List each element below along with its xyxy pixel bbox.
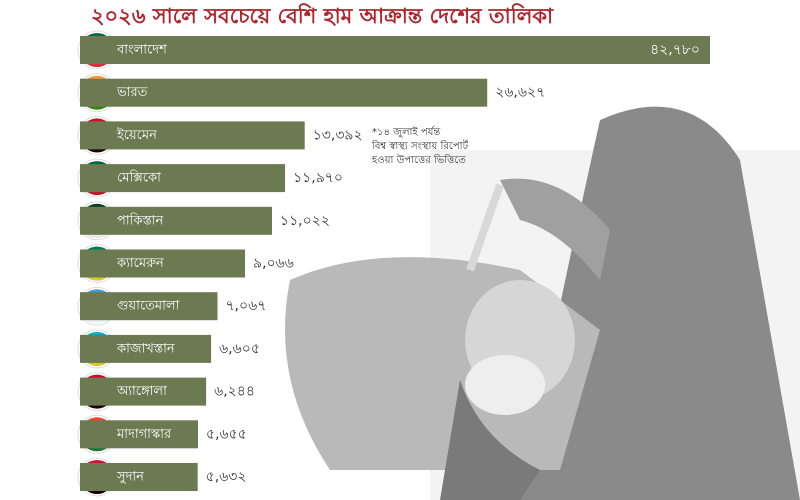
bar xyxy=(80,36,710,64)
value-label: ৪২,৭৮০ xyxy=(650,42,700,58)
value-label: ৫,৬৩২ xyxy=(206,469,247,485)
category-label: বাংলাদেশ xyxy=(116,43,167,58)
category-label: পাকিস্তান xyxy=(117,212,164,228)
bar xyxy=(80,164,286,193)
category-label: কাজাখস্তান xyxy=(116,341,175,356)
value-label: ১৩,৩৯২ xyxy=(313,127,363,143)
category-label: গুয়াতেমালা xyxy=(117,299,180,314)
category-label: মাদাগাস্কার xyxy=(116,427,172,442)
category-label: সুদান xyxy=(116,470,144,485)
value-label: ৫,৬৫৫ xyxy=(206,426,247,442)
bar xyxy=(80,78,488,107)
bar xyxy=(80,420,198,449)
value-label: ৬,৬০৫ xyxy=(219,341,260,357)
value-label: ১১,০২২ xyxy=(280,213,330,229)
bar xyxy=(80,121,305,150)
value-label: ২৬,৬২৭ xyxy=(495,85,545,101)
category-label: অ্যাঙ্গোলা xyxy=(116,384,167,399)
bar xyxy=(80,463,198,491)
category-label: ভারত xyxy=(116,85,148,100)
category-label: ক্যামেরুন xyxy=(116,256,164,271)
annotation: *১৪ জুলাই পর্যন্তবিশ্ব স্বাস্থ্য সংস্থায… xyxy=(371,126,469,166)
annotation-line: হওয়া উপাত্তের ভিত্তিতে xyxy=(371,153,466,166)
photo xyxy=(285,106,800,500)
value-label: ৭,০৬৭ xyxy=(225,298,266,314)
value-label: ৯,০৬৬ xyxy=(253,256,294,272)
category-label: ইয়েমেন xyxy=(116,127,157,143)
value-label: ৬,২৪৪ xyxy=(214,384,255,400)
chart-title: ২০২৬ সালে সবচেয়ে বেশি হাম আক্রান্ত দেশে… xyxy=(91,3,554,28)
bar xyxy=(80,249,246,278)
bar xyxy=(80,206,273,235)
bar xyxy=(80,292,218,321)
bar xyxy=(80,334,212,363)
annotation-line: *১৪ জুলাই পর্যন্ত xyxy=(372,126,441,138)
category-label: মেক্সিকো xyxy=(117,170,161,186)
value-label: ১১,৯৭০ xyxy=(293,170,343,186)
bar xyxy=(80,377,207,406)
annotation-line: বিশ্ব স্বাস্থ্য সংস্থায় রিপোর্ট xyxy=(371,139,469,152)
